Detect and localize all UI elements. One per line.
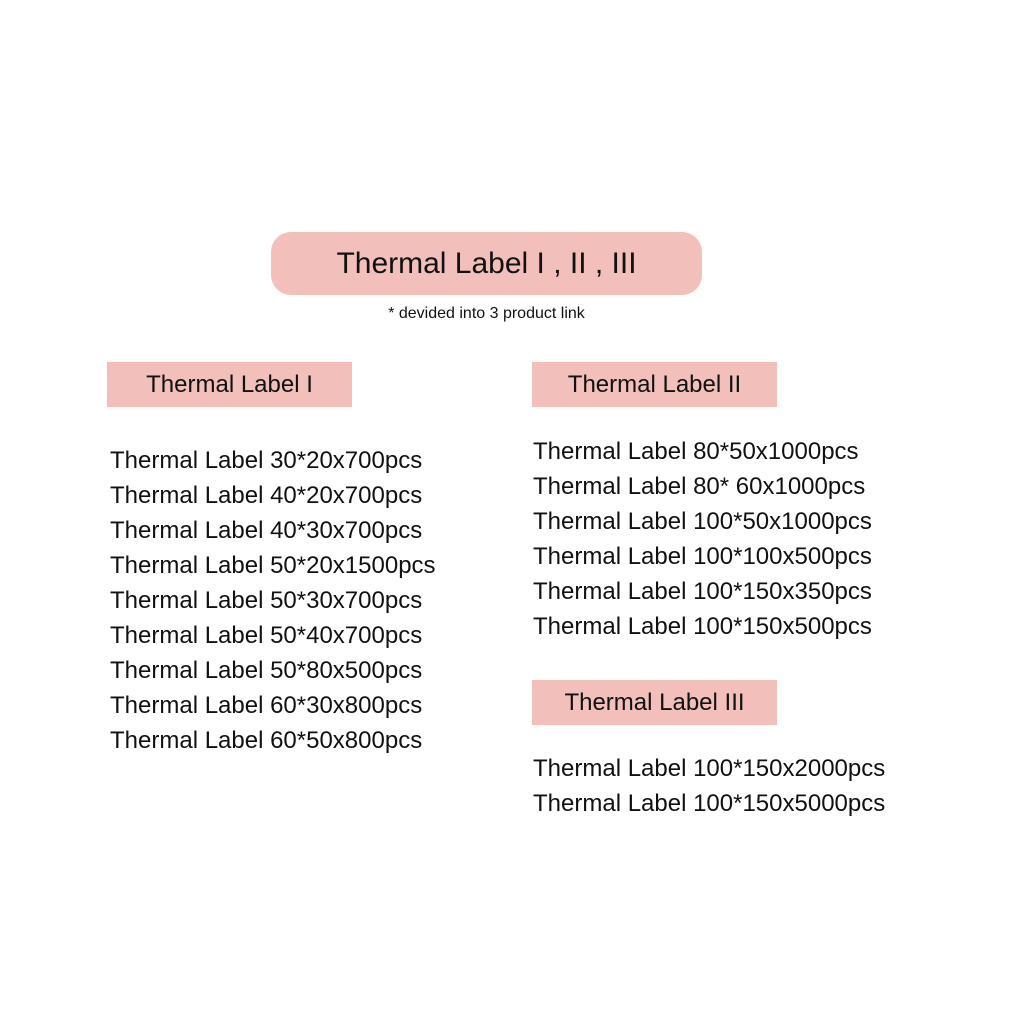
section-heading-1: Thermal Label I [107,362,352,407]
list-item: Thermal Label 80* 60x1000pcs [533,473,866,500]
list-item: Thermal Label 50*80x500pcs [110,657,423,684]
list-item: Thermal Label 60*50x800pcs [110,727,423,754]
section-list-3: Thermal Label 100*150x2000pcs Thermal La… [533,751,885,821]
section-heading-3: Thermal Label III [532,680,777,725]
page-title: Thermal Label I , II , III [336,246,637,280]
list-item: Thermal Label 100*150x5000pcs [533,790,886,817]
title-banner: Thermal Label I , II , III [271,232,702,295]
list-item: Thermal Label 40*30x700pcs [110,517,423,544]
section-heading-2: Thermal Label II [532,362,777,407]
section-list-2: Thermal Label 80*50x1000pcs Thermal Labe… [533,434,872,644]
section-list-1: Thermal Label 30*20x700pcs Thermal Label… [110,443,436,758]
list-item: Thermal Label 100*150x2000pcs [533,755,886,782]
list-item: Thermal Label 50*20x1500pcs [110,552,436,579]
list-item: Thermal Label 100*150x500pcs [533,613,872,640]
list-item: Thermal Label 50*40x700pcs [110,622,423,649]
list-item: Thermal Label 100*100x500pcs [533,543,872,570]
list-item: Thermal Label 100*150x350pcs [533,578,872,605]
note-text: * devided into 3 product link [388,305,585,322]
list-item: Thermal Label 60*30x800pcs [110,692,423,719]
list-item: Thermal Label 80*50x1000pcs [533,438,859,465]
list-item: Thermal Label 40*20x700pcs [110,482,423,509]
list-item: Thermal Label 100*50x1000pcs [533,508,872,535]
list-item: Thermal Label 50*30x700pcs [110,587,423,614]
list-item: Thermal Label 30*20x700pcs [110,447,423,474]
